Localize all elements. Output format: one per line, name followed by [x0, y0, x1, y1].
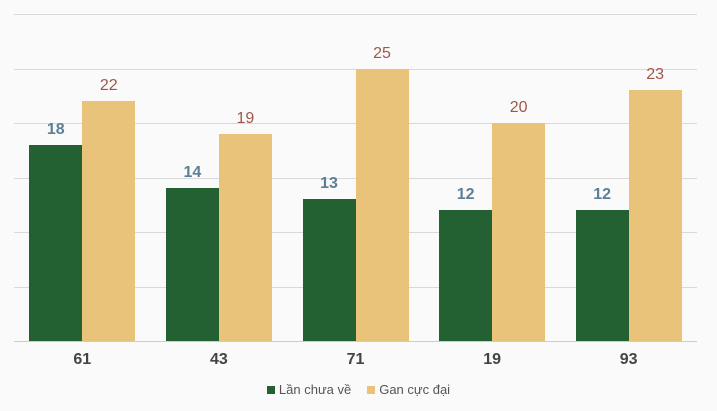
chart-legend: Lần chưa về Gan cực đại	[0, 382, 717, 397]
legend-swatch-icon	[266, 385, 275, 394]
x-tick-label: 71	[346, 351, 365, 368]
bar-lan-chua-ve-61[interactable]	[29, 144, 83, 341]
data-label: 22	[99, 77, 118, 95]
data-label: 19	[236, 109, 255, 127]
bar-lan-chua-ve-93[interactable]	[575, 210, 629, 341]
x-tick-label: 19	[483, 351, 501, 368]
data-label: 20	[509, 99, 528, 116]
x-tick-label: 61	[73, 351, 92, 368]
data-label: 12	[456, 186, 475, 204]
x-axis-baseline	[14, 341, 697, 342]
x-tick-label: 93	[619, 351, 638, 368]
legend-label: Lần chưa về	[278, 382, 352, 397]
bar-lan-chua-ve-71[interactable]	[302, 199, 356, 341]
data-label: 25	[373, 44, 391, 62]
bar-gan-cuc-dai-43[interactable]	[218, 133, 272, 341]
bar-lan-chua-ve-43[interactable]	[165, 188, 219, 341]
data-label: 12	[593, 186, 612, 204]
gridline	[14, 14, 697, 15]
data-label: 23	[646, 66, 665, 84]
bar-gan-cuc-dai-61[interactable]	[82, 101, 136, 341]
bar-lan-chua-ve-19[interactable]	[439, 210, 493, 341]
data-label: 14	[183, 164, 202, 182]
legend-item-lan-chua-ve[interactable]: Lần chưa về	[266, 382, 352, 397]
bar-gan-cuc-dai-71[interactable]	[355, 68, 409, 341]
bar-gan-cuc-dai-19[interactable]	[492, 123, 546, 341]
data-label: 18	[46, 120, 65, 138]
bar-gan-cuc-dai-93[interactable]	[628, 90, 682, 341]
legend-swatch-icon	[367, 385, 376, 394]
legend-item-gan-cuc-dai[interactable]: Gan cực đại	[367, 382, 450, 397]
legend-label: Gan cực đại	[379, 382, 451, 397]
data-label: 13	[320, 175, 338, 193]
x-tick-label: 43	[209, 351, 228, 368]
